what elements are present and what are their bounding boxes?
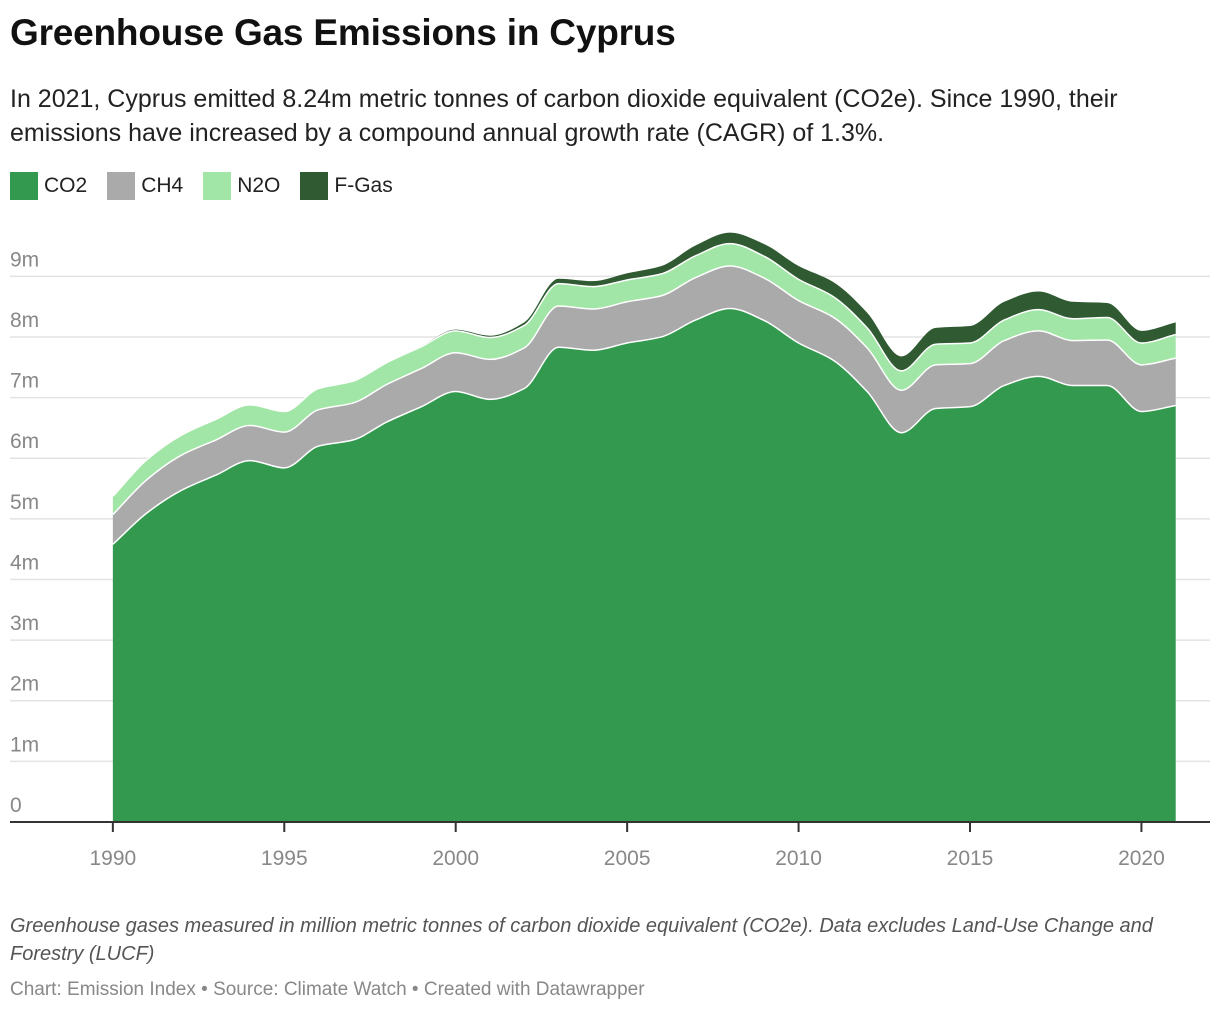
y-tick-label: 0: [10, 794, 22, 817]
y-tick-label: 5m: [10, 491, 39, 514]
legend-swatch: [10, 172, 38, 200]
area-co2: [112, 308, 1176, 822]
x-tick-label: 2010: [775, 847, 822, 870]
legend-swatch: [300, 172, 329, 200]
chart-title: Greenhouse Gas Emissions in Cyprus: [10, 12, 676, 53]
chart-legend: CO2 CH4 N2O F-Gas: [10, 172, 413, 200]
legend-swatch: [203, 172, 232, 200]
x-tick-label: 1990: [89, 847, 136, 870]
y-tick-label: 6m: [10, 430, 39, 453]
area-chart: 0 1m 2m 3m 4m 5m 6m 7m 8m 9m 1990 1995 2000 2005 2010 2…: [10, 232, 1210, 870]
chart-note: Greenhouse gases measured in million met…: [10, 915, 1153, 965]
separator-co2: [112, 307, 1176, 545]
legend-item-f-gas: F-Gas: [300, 172, 393, 200]
y-tick-label: 9m: [10, 248, 39, 271]
legend-label: F-Gas: [334, 174, 393, 197]
separator-ch4: [112, 265, 1176, 516]
x-tick-label: 2005: [604, 847, 651, 870]
legend-item-n2o: N2O: [203, 172, 280, 200]
legend-swatch: [107, 172, 136, 200]
y-tick-label: 4m: [10, 551, 39, 574]
legend-label: CO2: [44, 174, 88, 197]
legend-item-ch4: CH4: [107, 172, 183, 200]
x-tick-label: 1995: [261, 847, 308, 870]
area-n2o: [112, 243, 1176, 515]
y-tick-label: 2m: [10, 673, 39, 696]
chart-credit: Chart: Emission Index • Source: Climate …: [10, 979, 645, 1000]
chart-subtitle: In 2021, Cyprus emitted 8.24m metric ton…: [10, 85, 1118, 147]
x-tick-label: 2020: [1118, 847, 1165, 870]
area-ch4: [112, 266, 1176, 545]
legend-label: CH4: [141, 174, 184, 197]
y-tick-label: 8m: [10, 309, 39, 332]
y-tick-label: 7m: [10, 370, 39, 393]
x-tick-label: 2000: [432, 847, 479, 870]
x-tick-label: 2015: [947, 847, 994, 870]
y-tick-label: 1m: [10, 733, 39, 756]
legend-item-co2: CO2: [10, 172, 87, 200]
separator-n2o: [112, 242, 1176, 497]
y-tick-label: 3m: [10, 612, 39, 635]
legend-label: N2O: [237, 174, 281, 197]
